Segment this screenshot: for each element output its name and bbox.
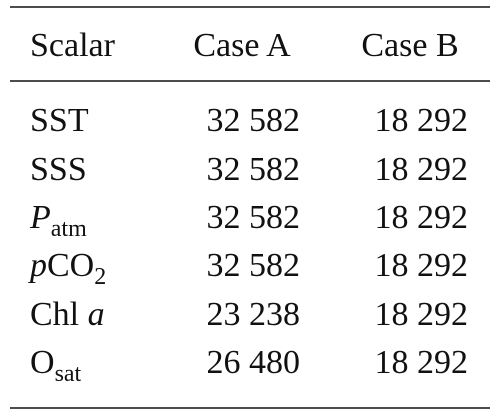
row-label: Osat bbox=[30, 344, 82, 387]
header-cell: Scalar bbox=[30, 27, 116, 64]
row-label: pCO2 bbox=[28, 247, 106, 290]
label-part: Chl bbox=[30, 296, 88, 333]
value-cell: 18 292 bbox=[375, 296, 469, 333]
label-part: atm bbox=[51, 216, 87, 242]
header-cell: Case B bbox=[361, 27, 458, 64]
label-part: 2 bbox=[94, 264, 106, 290]
value-cell: 26 480 bbox=[207, 344, 301, 381]
label-part: CO bbox=[47, 247, 94, 284]
value-cell: 23 238 bbox=[207, 296, 301, 333]
label-part: O bbox=[30, 344, 55, 381]
value-cell: 32 582 bbox=[207, 247, 301, 284]
label-part: SST bbox=[30, 102, 89, 139]
row-label: SSS bbox=[30, 151, 87, 188]
header-cell: Case A bbox=[193, 27, 291, 64]
value-cell: 32 582 bbox=[207, 102, 301, 139]
row-label: Chl a bbox=[30, 296, 105, 333]
row-label: SST bbox=[30, 102, 89, 139]
value-cell: 32 582 bbox=[207, 199, 301, 236]
label-part: SSS bbox=[30, 151, 87, 188]
label-part: P bbox=[29, 199, 51, 236]
value-cell: 18 292 bbox=[375, 247, 469, 284]
value-cell: 18 292 bbox=[375, 151, 469, 188]
value-cell: 18 292 bbox=[375, 102, 469, 139]
label-part: a bbox=[88, 296, 105, 333]
value-cell: 18 292 bbox=[375, 199, 469, 236]
value-cell: 32 582 bbox=[207, 151, 301, 188]
value-cell: 18 292 bbox=[375, 344, 469, 381]
label-part: sat bbox=[55, 361, 82, 387]
row-label: Patm bbox=[29, 199, 87, 242]
label-part: p bbox=[28, 247, 47, 284]
